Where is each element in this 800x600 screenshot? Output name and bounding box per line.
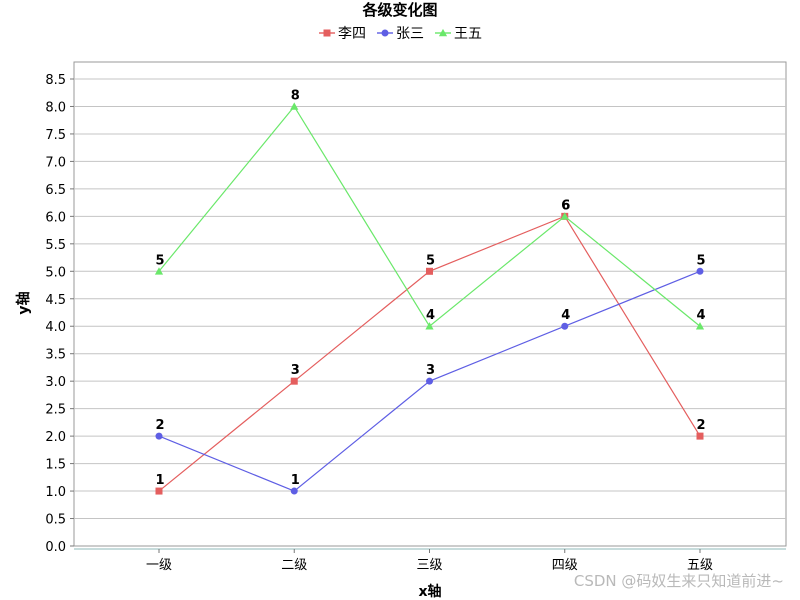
y-tick-label: 0.5 [45, 513, 66, 528]
y-tick-label: 6.5 [45, 183, 66, 198]
data-label: 2 [155, 418, 164, 433]
x-axis-ticks: 一级 二级 三级 四级 五级 [146, 549, 713, 573]
y-tick-label: 5.0 [45, 265, 66, 280]
x-axis-title: x轴 [418, 583, 441, 600]
data-point [696, 267, 704, 275]
data-label: 3 [426, 363, 435, 378]
data-label: 6 [561, 198, 570, 213]
y-tick-label: 4.5 [45, 293, 66, 308]
data-point [290, 102, 299, 110]
data-label: 5 [696, 253, 705, 268]
data-label: 5 [155, 253, 164, 268]
data-label: 1 [291, 473, 300, 488]
data-label: 4 [426, 308, 435, 323]
data-label: 4 [696, 308, 705, 323]
legend-label: 李四 [338, 26, 366, 42]
y-tick-label: 2.5 [45, 403, 66, 418]
data-label: 1 [155, 473, 164, 488]
legend: 李四 张三 王五 [319, 26, 482, 42]
x-tick-label: 四级 [552, 558, 578, 573]
data-point [155, 432, 163, 440]
legend-label: 张三 [396, 26, 424, 42]
data-label: 5 [426, 253, 435, 268]
series-3 [154, 102, 705, 330]
y-tick-label: 5.5 [45, 238, 66, 253]
legend-marker [381, 29, 389, 37]
data-point [561, 322, 569, 330]
y-axis-ticks: 0.0 0.5 1.0 1.5 2.0 2.5 3.0 3.5 4.0 4.5 5.0 5.5 6.0 6… [45, 73, 74, 555]
grid-lines [74, 78, 786, 550]
series-layer [154, 102, 705, 495]
legend-marker [323, 29, 331, 37]
data-point [695, 322, 705, 330]
data-point [290, 377, 298, 385]
x-tick-label: 一级 [146, 558, 172, 573]
y-tick-label: 1.5 [45, 458, 66, 473]
x-tick-label: 五级 [687, 558, 713, 573]
data-point [155, 487, 163, 495]
y-tick-label: 3.5 [45, 348, 66, 363]
data-label: 3 [291, 363, 300, 378]
data-label: 8 [291, 88, 300, 103]
data-point [290, 487, 298, 495]
data-point [426, 377, 433, 385]
x-tick-label: 三级 [416, 558, 442, 573]
legend-item: 王五 [435, 26, 482, 42]
y-tick-label: 1.0 [45, 485, 66, 500]
watermark: CSDN @码奴生来只知道前进~ [574, 572, 784, 590]
y-tick-label: 0.0 [45, 540, 66, 555]
legend-label: 王五 [454, 26, 482, 42]
data-point [560, 212, 569, 220]
y-axis-title: y轴 [15, 291, 32, 314]
legend-marker [438, 28, 448, 37]
y-tick-label: 8.5 [45, 73, 66, 88]
data-point [154, 267, 164, 275]
y-tick-label: 7.0 [45, 155, 66, 170]
legend-item: 李四 [319, 26, 366, 42]
x-tick-label: 二级 [281, 558, 307, 573]
data-point [425, 322, 434, 330]
y-tick-label: 3.0 [45, 375, 66, 390]
y-tick-label: 2.0 [45, 430, 66, 445]
data-label: 4 [561, 308, 570, 323]
y-tick-label: 4.0 [45, 320, 66, 335]
data-label: 6 [561, 198, 570, 213]
data-point [696, 432, 704, 440]
chart-title: 各级变化图 [361, 1, 437, 19]
data-point [426, 267, 433, 275]
y-tick-label: 6.0 [45, 210, 66, 225]
series-2 [155, 267, 704, 495]
y-tick-label: 7.5 [45, 128, 66, 143]
plot-area [73, 61, 787, 547]
legend-item: 张三 [377, 26, 424, 42]
data-label: 2 [696, 418, 705, 433]
y-tick-label: 8.0 [45, 100, 66, 115]
